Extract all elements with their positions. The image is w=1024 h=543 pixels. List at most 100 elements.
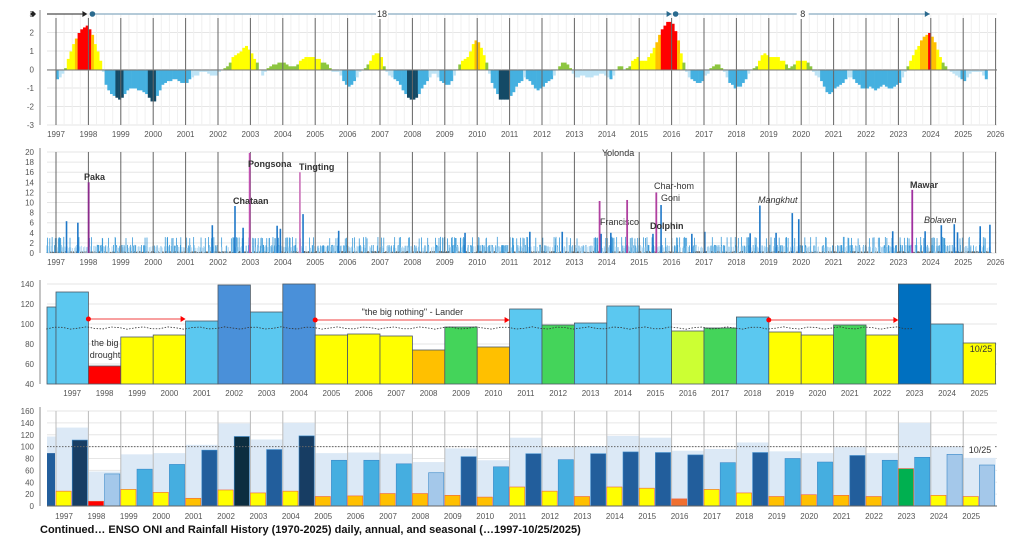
daily-bar <box>143 245 145 253</box>
annual-bar <box>962 342 997 385</box>
daily-bar <box>524 247 525 253</box>
daily-bar <box>238 237 240 253</box>
wet-season-bar <box>817 461 833 507</box>
oni-bar <box>731 70 734 85</box>
oni-bar <box>463 58 467 70</box>
period-start-dot <box>312 317 318 323</box>
daily-bar <box>548 251 550 253</box>
oni-bar <box>409 70 413 100</box>
daily-bar <box>846 246 848 253</box>
oni-bar <box>485 62 489 70</box>
typhoon-spike <box>248 153 251 253</box>
oni-bar <box>922 36 926 70</box>
oni-bar <box>177 70 181 82</box>
daily-bar <box>718 251 720 253</box>
daily-bar <box>319 245 321 253</box>
oni-bar <box>828 70 832 95</box>
daily-bar <box>349 247 350 253</box>
daily-bar <box>508 252 509 253</box>
daily-bar <box>309 237 310 253</box>
x-tick-label: 2012 <box>533 258 551 267</box>
oni-bar <box>693 70 697 82</box>
oni-bar <box>293 66 297 70</box>
daily-bar <box>983 245 985 253</box>
oni-bar <box>172 70 176 80</box>
oni-bar <box>857 70 861 85</box>
oni-bar <box>85 25 89 71</box>
oni-bar <box>855 70 859 83</box>
daily-bar <box>161 247 163 253</box>
daily-bar <box>474 246 476 253</box>
daily-bar <box>431 247 432 253</box>
daily-bar <box>868 238 870 253</box>
x-tick-label: 2020 <box>809 389 827 398</box>
daily-bar <box>886 237 888 253</box>
oni-bar <box>253 58 257 70</box>
daily-bar <box>252 237 254 253</box>
daily-bar <box>534 246 536 253</box>
daily-bar <box>530 246 532 253</box>
oni-bar <box>712 66 716 70</box>
daily-bar <box>246 247 247 253</box>
daily-bar <box>934 250 936 253</box>
daily-bar <box>990 252 992 253</box>
daily-bar <box>564 251 566 253</box>
daily-bar <box>952 251 953 253</box>
daily-bar <box>659 246 661 253</box>
daily-bar <box>472 252 474 253</box>
daily-bar <box>152 246 153 253</box>
oni-bar <box>677 40 680 70</box>
oni-bar <box>107 70 111 91</box>
daily-bar <box>129 246 130 253</box>
daily-bar <box>350 247 352 253</box>
oni-bar <box>320 62 324 70</box>
x-tick-label: 2004 <box>274 130 292 139</box>
x-tick-label: 2023 <box>890 258 908 267</box>
x-tick-label: 2007 <box>371 258 389 267</box>
oni-bar <box>849 70 853 78</box>
daily-bar <box>849 246 851 253</box>
daily-bar <box>723 245 725 253</box>
daily-bar <box>451 237 452 253</box>
daily-bar <box>262 238 263 253</box>
oni-bar <box>496 70 500 95</box>
daily-bar <box>456 247 458 253</box>
wet-season-bar <box>849 455 866 507</box>
typhoon-label: Mangkhut <box>758 195 798 205</box>
dry-season-bar <box>314 496 331 507</box>
daily-bar <box>592 245 593 253</box>
daily-bar <box>673 251 674 253</box>
x-tick-label: 2010 <box>468 130 486 139</box>
daily-bar <box>771 251 772 253</box>
oni-bar <box>423 70 427 85</box>
daily-bar <box>431 250 433 253</box>
rain-spike <box>234 206 236 253</box>
daily-bar <box>778 237 780 253</box>
daily-bar <box>905 245 907 253</box>
oni-bar <box>242 47 246 70</box>
daily-bar <box>802 252 804 253</box>
dry-season-bar <box>865 496 882 507</box>
oni-bar <box>331 70 335 72</box>
daily-bar <box>454 237 456 253</box>
oni-bar <box>188 70 192 80</box>
daily-bar <box>812 251 814 253</box>
oni-bar <box>466 57 470 70</box>
daily-bar <box>190 246 191 253</box>
oni-bar <box>852 70 856 80</box>
oni-bar <box>938 57 942 70</box>
daily-bar <box>513 245 515 253</box>
daily-bar <box>283 246 285 253</box>
oni-bar <box>774 57 778 70</box>
x-tick-label: 2015 <box>630 130 648 139</box>
daily-bar <box>97 244 99 253</box>
daily-bar <box>831 251 833 253</box>
daily-bar <box>372 251 373 253</box>
typhoon-spike <box>911 189 914 253</box>
oni-bar <box>560 62 564 70</box>
daily-bar <box>409 246 411 253</box>
annual-bar <box>88 365 122 385</box>
daily-bar <box>382 247 384 253</box>
daily-bar <box>818 246 819 253</box>
